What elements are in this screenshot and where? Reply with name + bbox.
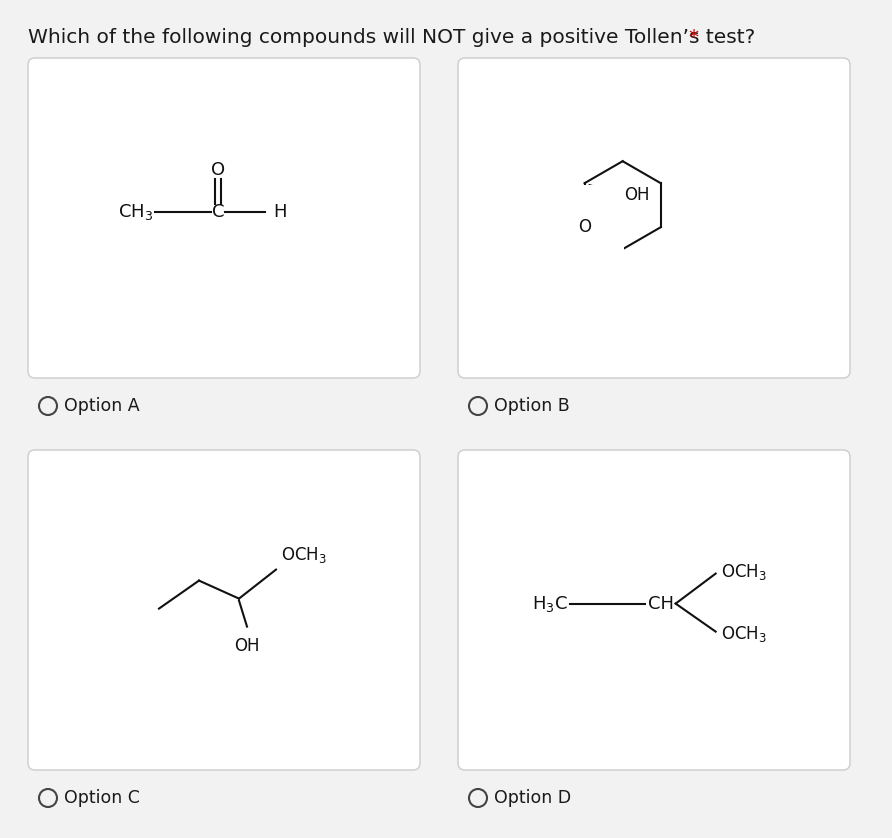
Text: OH: OH [624, 186, 650, 204]
Text: OH: OH [235, 637, 260, 654]
Text: O: O [211, 161, 226, 178]
Text: OCH$_3$: OCH$_3$ [281, 545, 326, 565]
FancyBboxPatch shape [28, 58, 420, 378]
Text: CH$_3$: CH$_3$ [118, 202, 153, 221]
Text: Option B: Option B [494, 397, 570, 415]
FancyBboxPatch shape [28, 450, 420, 770]
Text: Which of the following compounds will NOT give a positive Tollen’s test?: Which of the following compounds will NO… [28, 28, 756, 47]
FancyBboxPatch shape [458, 450, 850, 770]
Text: Option C: Option C [64, 789, 140, 807]
Text: *: * [688, 28, 698, 47]
Text: H$_3$C: H$_3$C [532, 593, 567, 613]
Text: H: H [273, 203, 287, 220]
Text: Option A: Option A [64, 397, 140, 415]
Text: OCH$_3$: OCH$_3$ [721, 623, 766, 644]
Text: Option D: Option D [494, 789, 571, 807]
Text: O: O [578, 218, 591, 236]
Text: C: C [212, 203, 225, 220]
Text: CH: CH [648, 595, 673, 613]
FancyBboxPatch shape [458, 58, 850, 378]
Text: OCH$_3$: OCH$_3$ [721, 561, 766, 582]
